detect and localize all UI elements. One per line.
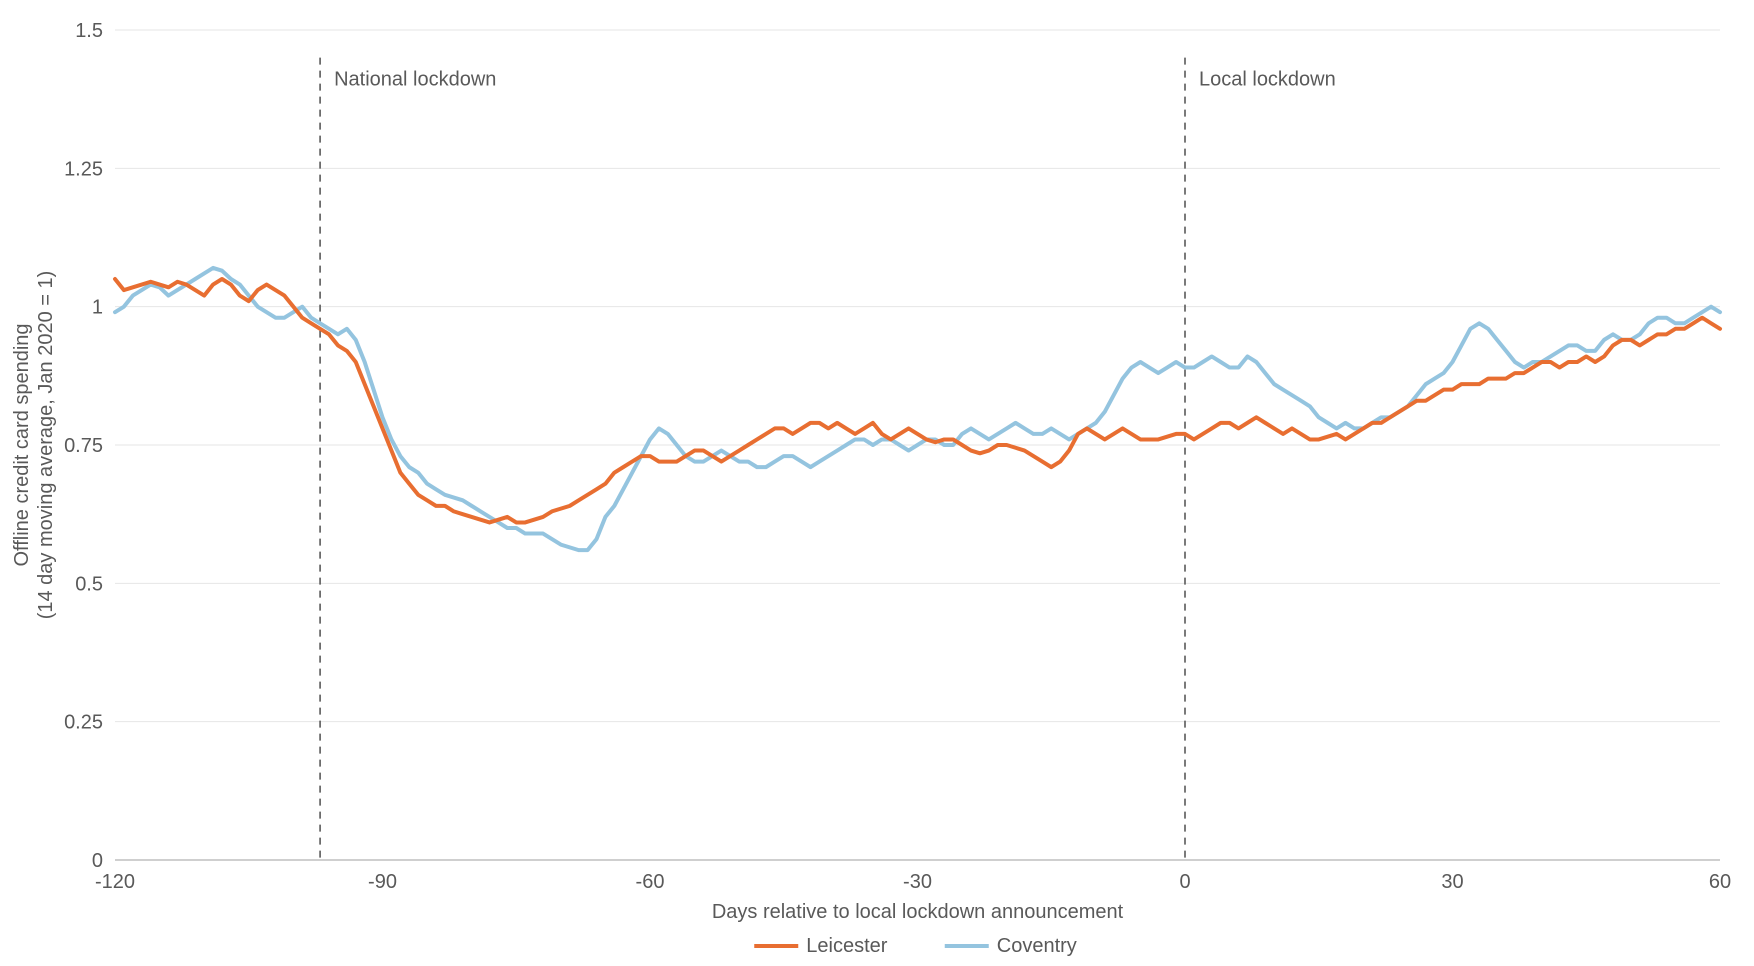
legend-label-leicester: Leicester bbox=[806, 935, 887, 957]
x-tick-label: -60 bbox=[636, 871, 665, 893]
y-tick-label: 0.25 bbox=[64, 712, 103, 734]
series-leicester bbox=[115, 279, 1720, 522]
x-tick-label: 30 bbox=[1441, 871, 1463, 893]
x-tick-label: 0 bbox=[1179, 871, 1190, 893]
reference-line-label: National lockdown bbox=[334, 68, 496, 90]
line-chart: 0 0.25 0.5 0.75 1 1.25 1.5 -120 -90 -60 -30 0 30 60 Da… bbox=[0, 0, 1754, 966]
y-tick-label: 1 bbox=[92, 297, 103, 319]
x-axis-label: Days relative to local lockdown announce… bbox=[712, 901, 1124, 923]
x-tick-label: -90 bbox=[368, 871, 397, 893]
y-tick-label: 0.75 bbox=[64, 435, 103, 457]
y-tick-label: 0.5 bbox=[75, 573, 103, 595]
y-axis-label-line2: (14 day moving average, Jan 2020 = 1) bbox=[35, 271, 57, 620]
y-tick-label: 1.25 bbox=[64, 158, 103, 180]
legend-label-coventry: Coventry bbox=[997, 935, 1077, 957]
series-coventry bbox=[115, 268, 1720, 550]
y-tick-label: 1.5 bbox=[75, 20, 103, 42]
y-tick-label: 0 bbox=[92, 850, 103, 872]
x-tick-label: -30 bbox=[903, 871, 932, 893]
y-axis-label-line1: Offline credit card spending bbox=[11, 323, 33, 566]
x-tick-label: -120 bbox=[95, 871, 135, 893]
x-tick-label: 60 bbox=[1709, 871, 1731, 893]
reference-line-label: Local lockdown bbox=[1199, 68, 1336, 90]
